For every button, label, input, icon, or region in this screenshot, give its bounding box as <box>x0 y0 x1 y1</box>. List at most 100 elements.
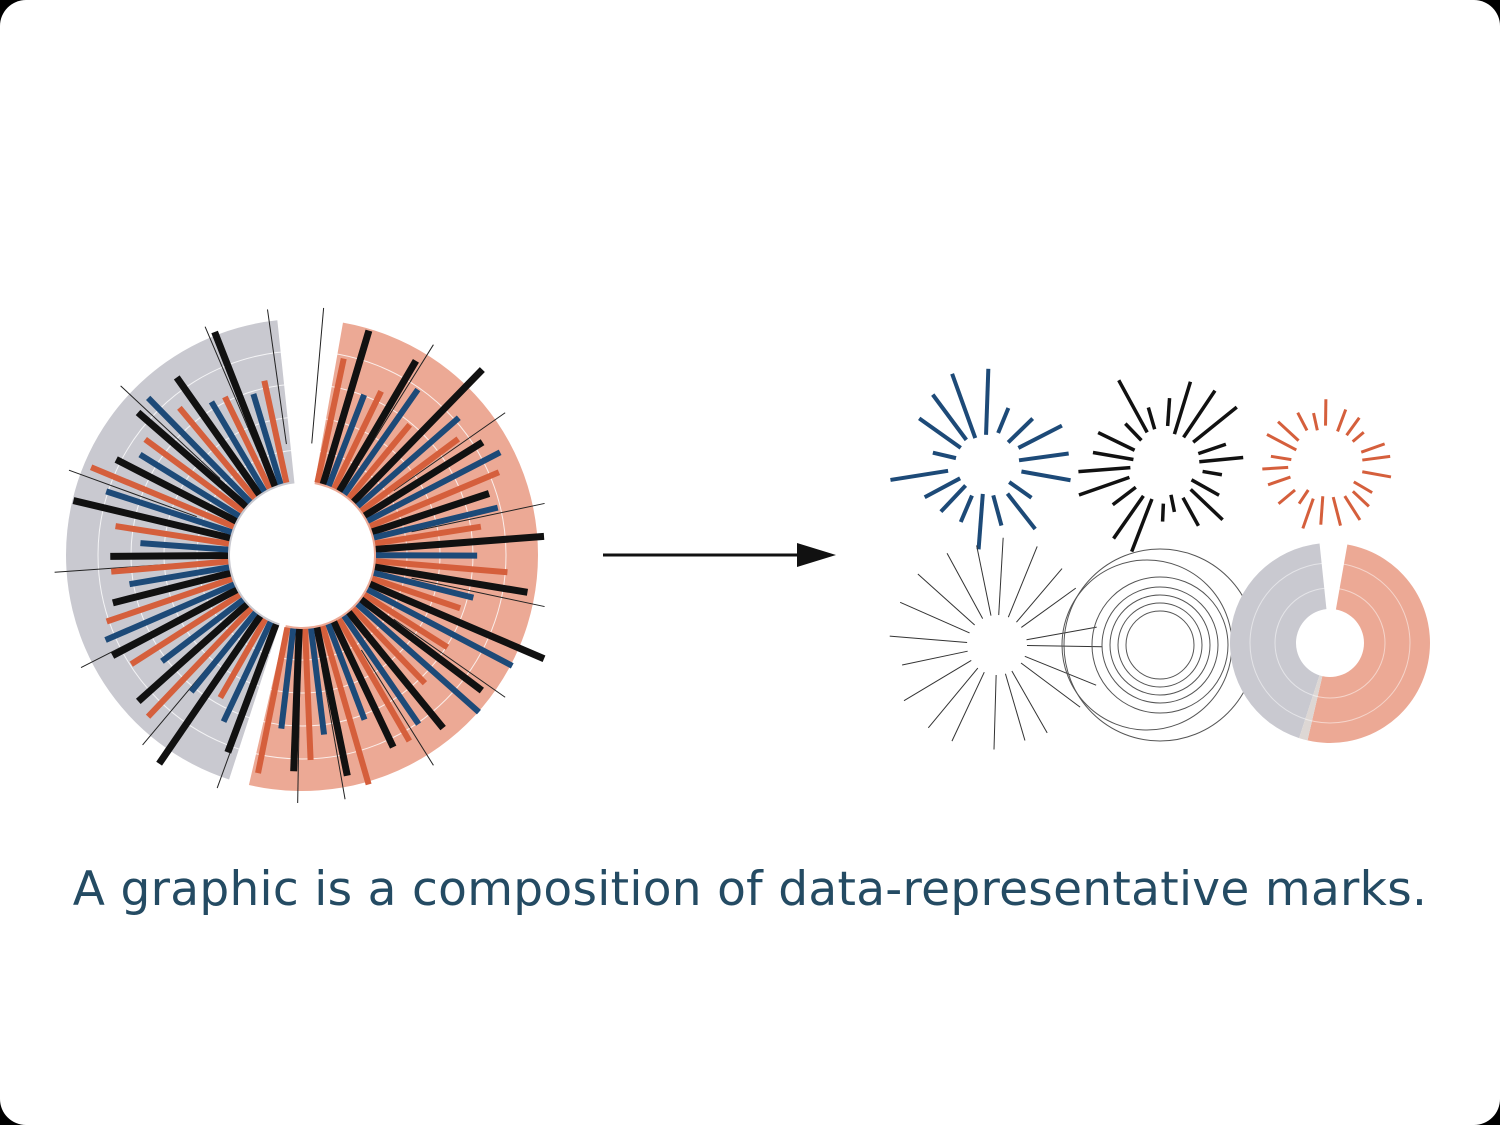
ring-mark-3 <box>1101 586 1219 704</box>
blue-mark-6 <box>1008 480 1033 500</box>
blue-mark-2 <box>1006 417 1035 444</box>
bar-10 <box>362 439 485 519</box>
spoke-0 <box>311 307 325 444</box>
bar-57 <box>115 523 230 547</box>
bar-31 <box>330 620 397 749</box>
spoke-1 <box>360 344 434 461</box>
gridline-rings-mark <box>1061 548 1257 742</box>
black-mark-19 <box>1124 422 1143 442</box>
black-mark-18 <box>1097 431 1136 452</box>
ring-mark-5 <box>1063 548 1257 742</box>
bar-69 <box>222 395 273 490</box>
bar-0 <box>314 358 347 484</box>
donut-grid-1 <box>1249 562 1411 724</box>
spoke-mark-8 <box>1011 670 1048 734</box>
donut-seam <box>1299 675 1323 741</box>
bar-64 <box>135 409 249 510</box>
bar-11 <box>366 449 502 524</box>
black-mark-7 <box>1190 478 1220 497</box>
bar-28 <box>346 610 446 731</box>
bar-59 <box>105 488 233 535</box>
bar-44 <box>188 610 258 694</box>
radial-composite-chart <box>54 307 546 803</box>
orange-mark-10 <box>1331 496 1342 526</box>
blue-bar-marks <box>890 368 1071 550</box>
bar-20 <box>373 569 475 601</box>
black-mark-4 <box>1197 442 1227 456</box>
black-mark-8 <box>1189 488 1224 522</box>
donut-gray-wedge <box>1229 543 1327 739</box>
bar-23 <box>366 586 514 669</box>
bar-18 <box>375 558 508 576</box>
bar-51 <box>105 576 233 625</box>
bar-50 <box>104 581 236 643</box>
black-mark-6 <box>1202 469 1223 477</box>
spoke-2 <box>393 412 506 492</box>
spoke-mark-14 <box>902 650 968 666</box>
spoke-mark-19 <box>976 545 992 616</box>
bar-5 <box>341 387 421 497</box>
bar-43 <box>156 614 264 766</box>
spoke-lines-mark <box>889 537 1103 750</box>
blue-mark-0 <box>984 368 991 435</box>
orange-mark-19 <box>1277 420 1300 442</box>
bar-52 <box>112 569 232 607</box>
orange-mark-6 <box>1362 470 1392 479</box>
donut-grid-0 <box>1274 587 1386 699</box>
blue-mark-1 <box>996 407 1011 434</box>
bar-25 <box>358 596 484 694</box>
orange-mark-5 <box>1362 454 1391 462</box>
spoke-7 <box>320 665 346 800</box>
ring-mark-0 <box>1125 610 1195 680</box>
spoke-15 <box>204 326 259 453</box>
bar-16 <box>375 532 545 553</box>
black-mark-9 <box>1181 496 1200 527</box>
bar-45 <box>145 606 254 719</box>
black-mark-0 <box>1165 398 1172 427</box>
black-mark-14 <box>1111 485 1137 507</box>
bar-37 <box>290 628 303 772</box>
bar-63 <box>143 436 245 514</box>
bar-24 <box>362 592 450 650</box>
black-mark-13 <box>1112 494 1145 540</box>
caption: A graphic is a composition of data-repre… <box>72 862 1428 917</box>
spoke-mark-3 <box>1021 587 1077 628</box>
ring-mark-1 <box>1117 602 1203 688</box>
bar-38 <box>278 628 297 729</box>
bar-22 <box>368 580 546 662</box>
orange-mark-18 <box>1266 433 1298 452</box>
bar-29 <box>341 614 422 726</box>
bar-47 <box>160 597 245 664</box>
bar-40 <box>224 623 280 754</box>
spoke-mark-11 <box>951 671 985 742</box>
spoke-mark-7 <box>1020 662 1081 708</box>
blue-mark-17 <box>950 373 978 439</box>
blue-mark-15 <box>918 416 962 450</box>
bar-36 <box>302 628 314 761</box>
orange-mark-13 <box>1297 489 1310 505</box>
spoke-3 <box>411 502 545 533</box>
black-mark-11 <box>1160 503 1166 522</box>
orange-mark-15 <box>1267 475 1291 487</box>
ring-mark-outer <box>1061 559 1233 731</box>
orange-mark-12 <box>1301 498 1315 529</box>
blue-mark-3 <box>1017 423 1063 450</box>
black-mark-10 <box>1169 494 1177 513</box>
bar-27 <box>351 606 428 686</box>
bar-60 <box>89 464 235 530</box>
black-bar-marks <box>1078 379 1244 553</box>
spoke-mark-9 <box>1004 673 1026 741</box>
bar-15 <box>374 523 482 547</box>
blue-mark-11 <box>939 484 968 514</box>
blue-mark-5 <box>1021 469 1071 483</box>
background-wedges-mark <box>1229 543 1431 744</box>
orange-bar-marks <box>1262 399 1392 529</box>
grid-ring-3 <box>97 350 507 760</box>
blue-mark-9 <box>976 493 985 550</box>
bar-19 <box>374 563 529 596</box>
bar-49 <box>110 586 239 659</box>
black-mark-17 <box>1092 450 1134 462</box>
spoke-mark-12 <box>927 667 979 729</box>
bar-48 <box>129 592 242 667</box>
blue-mark-16 <box>931 393 968 442</box>
